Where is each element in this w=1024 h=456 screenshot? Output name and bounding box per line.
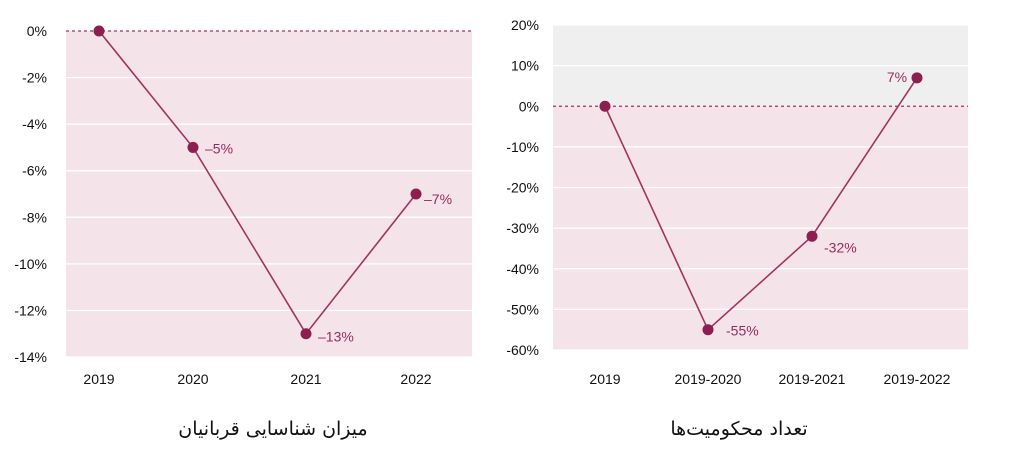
y-tick-label: -10% [506,139,539,155]
y-tick-label: -4% [22,116,47,132]
y-tick-label: -20% [506,180,539,196]
data-label: -55% [726,323,759,339]
y-tick-label: 20% [511,17,539,33]
left-chart-caption: میزان شناسایی قربانیان [178,418,368,440]
data-point [599,100,611,112]
y-tick-label: 10% [511,58,539,74]
x-tick-label: 2020 [177,371,208,387]
y-tick-label: 0% [519,98,539,114]
series-line [98,30,417,336]
y-tick-label: -12% [14,302,47,318]
data-label: 7% [887,69,907,85]
y-tick-label: -40% [506,261,539,277]
x-tick-label: 2019-2022 [884,371,951,387]
x-tick-label: 2019-2021 [779,371,846,387]
negative-region-background [66,31,472,357]
y-tick-label: 0% [27,23,47,39]
y-tick-label: -50% [506,301,539,317]
x-tick-label: 2022 [400,371,431,387]
series-line [604,77,918,332]
right-chart-caption: تعداد محکومیت‌ها [670,418,808,440]
data-point [93,25,105,37]
x-tick-label: 2019-2020 [675,371,742,387]
data-point [300,328,312,340]
y-tick-label: -2% [22,70,47,86]
data-label: -32% [824,239,857,255]
data-point [187,141,199,153]
y-tick-label: -14% [14,349,47,365]
data-point [702,324,714,336]
x-tick-label: 2021 [290,371,321,387]
data-point [410,188,422,200]
x-tick-label: 2019 [83,371,114,387]
data-label: –13% [318,329,354,345]
x-tick-label: 2019 [589,371,620,387]
data-label: –7% [424,191,452,207]
data-point [911,72,923,84]
y-tick-label: -10% [14,256,47,272]
y-tick-label: -30% [506,220,539,236]
y-tick-label: -8% [22,209,47,225]
y-tick-label: -60% [506,342,539,358]
data-point [806,230,818,242]
y-tick-label: -6% [22,163,47,179]
data-label: –5% [205,140,233,156]
